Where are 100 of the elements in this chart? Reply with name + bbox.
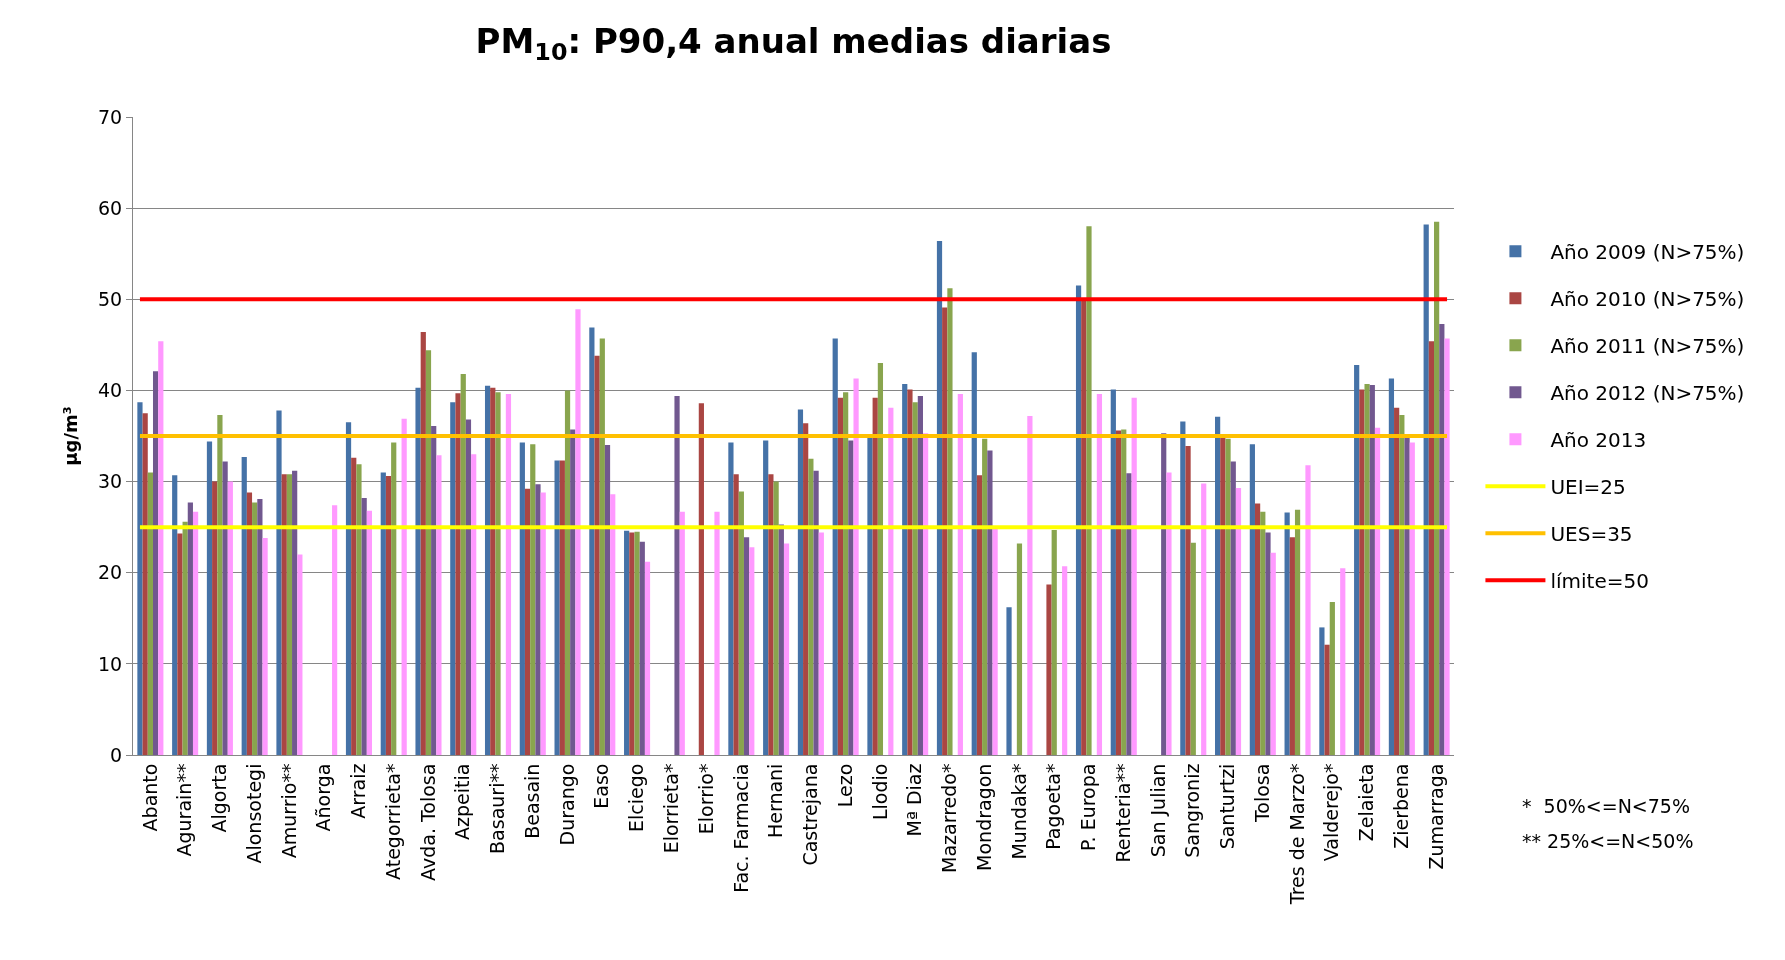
bar bbox=[743, 537, 750, 755]
bar bbox=[947, 288, 953, 755]
bar bbox=[540, 492, 546, 755]
bar bbox=[1369, 384, 1375, 755]
bar bbox=[1439, 323, 1445, 755]
bar bbox=[1220, 436, 1226, 755]
bar bbox=[1388, 378, 1395, 755]
bar bbox=[1027, 415, 1033, 755]
x-tick-label: Zierbena bbox=[1390, 763, 1413, 849]
bar bbox=[853, 378, 859, 755]
bar bbox=[465, 419, 472, 755]
bar bbox=[1265, 532, 1271, 755]
y-tick-label: 20 bbox=[98, 561, 123, 584]
x-tick-label: Hernani bbox=[764, 763, 787, 839]
y-tick-label: 60 bbox=[98, 196, 123, 219]
bar bbox=[1051, 529, 1057, 755]
bar bbox=[1161, 433, 1167, 755]
y-tick-label: 70 bbox=[98, 105, 123, 128]
bar bbox=[1399, 415, 1405, 755]
bar bbox=[1075, 285, 1082, 755]
x-tick-label: Tolosa bbox=[1250, 763, 1273, 824]
bar bbox=[227, 481, 233, 755]
bar bbox=[982, 438, 988, 755]
bar bbox=[147, 472, 153, 755]
bar bbox=[351, 457, 357, 755]
bar bbox=[1081, 299, 1087, 755]
x-tick-label: Azpeitia bbox=[451, 763, 474, 840]
bar bbox=[832, 338, 838, 755]
bar bbox=[1409, 442, 1415, 755]
bar bbox=[1294, 509, 1301, 755]
bar bbox=[484, 385, 491, 755]
bar bbox=[1016, 543, 1023, 755]
x-tick-label: Elorrio* bbox=[694, 763, 717, 835]
x-tick-label: Algorta bbox=[208, 763, 231, 833]
bar bbox=[733, 474, 739, 755]
y-tick-label: 10 bbox=[98, 652, 123, 675]
bar bbox=[1305, 465, 1311, 755]
bar bbox=[246, 492, 253, 755]
bar bbox=[610, 494, 616, 755]
bar bbox=[639, 541, 645, 755]
x-tick-label: Fac. Farmacia bbox=[729, 763, 752, 893]
bar bbox=[137, 402, 143, 755]
bar bbox=[1254, 503, 1261, 755]
bar bbox=[241, 456, 247, 755]
bar bbox=[524, 488, 531, 755]
x-tick-label: Amurrio** bbox=[277, 763, 300, 859]
bar bbox=[604, 445, 611, 755]
bar bbox=[1284, 512, 1290, 755]
bar bbox=[1434, 221, 1440, 755]
bar bbox=[297, 554, 303, 755]
bar bbox=[778, 524, 784, 755]
bar bbox=[495, 392, 501, 755]
bar bbox=[936, 240, 943, 755]
legend-label: UEI=25 bbox=[1550, 475, 1626, 500]
bar bbox=[917, 395, 923, 755]
bar bbox=[1249, 444, 1255, 755]
x-tick-label: Mondragon bbox=[972, 763, 995, 871]
x-tick-label: Tres de Marzo* bbox=[1285, 763, 1308, 906]
bar bbox=[674, 395, 680, 755]
bar bbox=[797, 409, 804, 755]
bar bbox=[152, 371, 159, 755]
bar bbox=[957, 394, 963, 755]
bar bbox=[276, 410, 282, 755]
bar bbox=[471, 454, 477, 755]
bar bbox=[332, 505, 338, 755]
bar bbox=[971, 352, 977, 755]
bar bbox=[1289, 537, 1295, 755]
bar bbox=[1096, 394, 1103, 755]
bar bbox=[1394, 407, 1400, 755]
bar bbox=[1364, 384, 1370, 755]
y-tick-label: 30 bbox=[98, 470, 123, 493]
bar bbox=[187, 502, 193, 755]
bar bbox=[356, 464, 362, 755]
bar bbox=[1110, 389, 1116, 755]
bar bbox=[425, 350, 432, 755]
x-tick-label: Mundaka* bbox=[1007, 763, 1030, 860]
x-tick-label: Avda. Tolosa bbox=[416, 763, 439, 881]
y-axis-title: µg/m³ bbox=[60, 406, 82, 466]
bar bbox=[1230, 461, 1236, 755]
bar bbox=[286, 474, 293, 755]
bar bbox=[1131, 397, 1137, 755]
bar bbox=[222, 461, 228, 755]
legend-label: Año 2009 (N>75%) bbox=[1550, 240, 1745, 265]
bar bbox=[902, 384, 908, 755]
bar bbox=[594, 355, 600, 755]
bar bbox=[217, 415, 223, 755]
y-tick-label: 40 bbox=[98, 379, 123, 402]
bar bbox=[714, 511, 720, 755]
y-tick-label: 50 bbox=[98, 287, 123, 310]
bar bbox=[206, 441, 213, 755]
bar bbox=[818, 532, 824, 755]
bar bbox=[1374, 427, 1381, 755]
bar bbox=[292, 470, 298, 755]
bar bbox=[460, 374, 466, 755]
bar bbox=[1329, 601, 1335, 755]
bar bbox=[177, 533, 183, 755]
bar bbox=[768, 474, 774, 755]
bar bbox=[554, 460, 560, 755]
x-tick-label: Sangroniz bbox=[1181, 763, 1204, 858]
bar bbox=[1423, 224, 1429, 755]
